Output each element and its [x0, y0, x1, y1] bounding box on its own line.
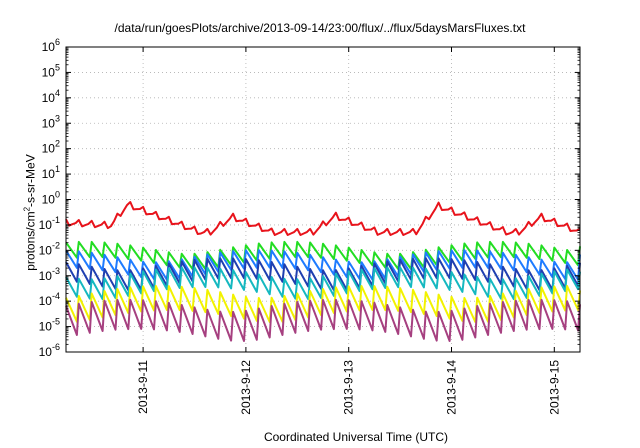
y-axis-label-main: protons/cm — [23, 211, 38, 271]
y-tick-label: 101 — [42, 164, 60, 181]
y-axis-label-tail: -s-sr-MeV — [23, 154, 38, 207]
series-line — [65, 240, 581, 271]
x-tick-label: 2013-9-15 — [547, 360, 561, 415]
series-line — [65, 201, 581, 236]
x-axis-ticks: 2013-9-11 2013-9-12 2013-9-13 2013-9-14 2013… — [136, 47, 561, 415]
x-axis-label: Coordinated Universal Time (UTC) — [263, 430, 449, 444]
series-line — [65, 285, 581, 323]
y-axis-label: protons/cm2-s-sr-MeV — [23, 123, 38, 303]
y-tick-label: 105 — [42, 62, 60, 79]
series-line — [65, 298, 581, 342]
y-tick-label: 106 — [42, 37, 60, 54]
x-tick-label: 2013-9-13 — [342, 360, 356, 415]
y-axis-label-sup: 2 — [22, 206, 32, 212]
y-tick-label: 100 — [42, 190, 60, 207]
y-tick-label: 10-6 — [39, 342, 60, 359]
y-tick-label: 102 — [42, 139, 60, 156]
y-tick-label: 104 — [42, 88, 60, 105]
y-tick-label: 10-5 — [39, 317, 60, 334]
x-tick-label: 2013-9-12 — [239, 360, 253, 415]
x-tick-label: 2013-9-14 — [445, 360, 459, 415]
y-tick-label: 10-2 — [39, 240, 60, 257]
x-tick-label: 2013-9-11 — [136, 360, 150, 414]
y-axis-ticks: 10-6 10-5 10-4 10-3 10-2 10-1 100 101 102 103 104 1… — [39, 37, 580, 359]
y-tick-label: 103 — [42, 113, 60, 130]
chart-title: /data/run/goesPlots/archive/2013-09-14/2… — [114, 21, 526, 35]
y-tick-label: 10-4 — [39, 291, 60, 308]
series-line — [65, 266, 581, 301]
y-tick-label: 10-1 — [39, 215, 60, 232]
series-lines — [65, 201, 581, 342]
y-tick-label: 10-3 — [39, 266, 60, 283]
